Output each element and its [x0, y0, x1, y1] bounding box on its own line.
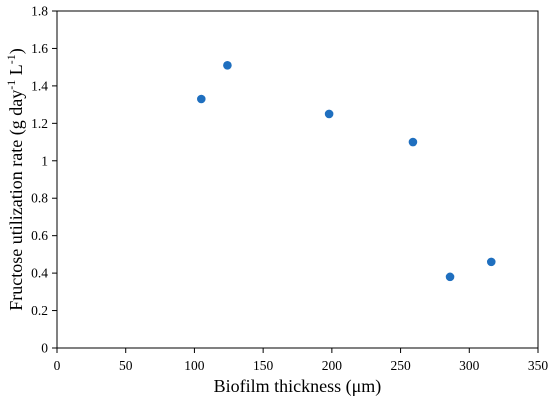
y-tick-label: 0.4 [31, 266, 48, 281]
data-point [408, 137, 418, 147]
y-tick-label: 1 [41, 153, 48, 168]
plot-area [56, 10, 539, 349]
y-tick-label: 1.4 [31, 78, 48, 93]
x-axis-title: Biofilm thickness (μm) [214, 376, 382, 397]
x-tick-label: 300 [459, 358, 480, 373]
y-tick-label: 0 [41, 341, 48, 356]
x-tick-label: 350 [528, 358, 549, 373]
data-point [486, 257, 496, 267]
x-tick-label: 50 [119, 358, 133, 373]
y-tick-label: 0.8 [31, 191, 48, 206]
data-point [197, 94, 206, 104]
y-axis-title: Fructose utilization rate (g day-1 L-1) [4, 48, 27, 310]
x-axis-ticks: 0 50 100 150 200 250 300 350 [54, 348, 549, 373]
y-tick-label: 1.6 [31, 41, 48, 56]
y-tick-label: 1.2 [31, 116, 48, 131]
x-tick-label: 150 [253, 358, 274, 373]
x-tick-label: 100 [184, 358, 205, 373]
y-axis-ticks: 0 0.2 0.4 0.6 0.8 1 1.2 1.4 1.6 1.8 [31, 4, 57, 356]
y-tick-label: 0.6 [31, 228, 48, 243]
data-point [445, 272, 455, 282]
y-tick-label: 1.8 [31, 4, 48, 19]
y-tick-label: 0.2 [31, 303, 48, 318]
x-tick-label: 0 [54, 358, 61, 373]
x-tick-label: 250 [390, 358, 411, 373]
data-point [223, 60, 232, 70]
data-point [324, 109, 334, 119]
x-tick-label: 200 [322, 358, 343, 373]
data-points [197, 60, 496, 282]
